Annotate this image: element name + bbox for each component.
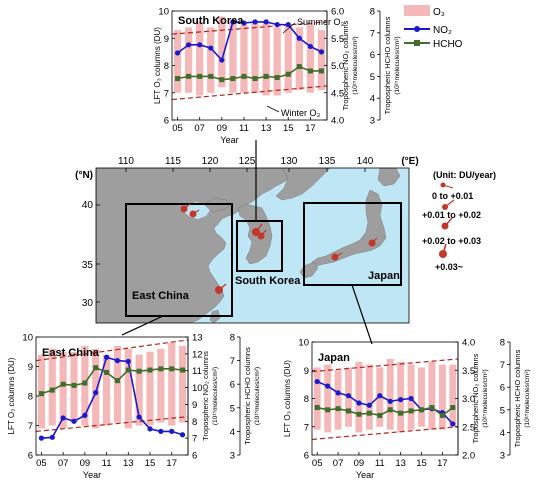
lon-tick: 135	[319, 156, 336, 167]
map-label-japan: Japan	[368, 270, 400, 282]
connector-lines	[121, 140, 373, 345]
map-lon-ticks: 110 115 120 125 130 135 140 (°E)	[118, 156, 419, 167]
trend-legend-item: +0.01 to +0.02	[422, 210, 481, 220]
map-frame	[95, 167, 410, 324]
china-landmass	[96, 168, 293, 323]
lon-tick: 140	[357, 156, 374, 167]
map-label-south-korea: South Korea	[235, 275, 301, 287]
lon-tick: 125	[239, 156, 256, 167]
trend-legend-item: +0.02 to +0.03	[422, 236, 481, 246]
japan-landmass	[311, 189, 387, 267]
lon-tick: 110	[118, 156, 134, 167]
trend-legend: (Unit: DU/year) 0 to +0.01 +0.01 to +0.0…	[422, 170, 496, 272]
lat-unit: (°N)	[75, 170, 93, 181]
map-lat-ticks: (°N) 40 35 30	[75, 170, 93, 309]
map-label-east-china: East China	[132, 290, 190, 302]
south-korea-region-box	[236, 220, 283, 272]
lon-tick: 120	[202, 156, 219, 167]
lon-tick: 130	[281, 156, 298, 167]
trend-legend-title: (Unit: DU/year)	[433, 170, 496, 180]
east-china-region-box	[125, 203, 233, 317]
lon-tick: 115	[165, 156, 181, 167]
trend-legend-item: 0 to +0.01	[432, 191, 473, 201]
lat-tick: 30	[82, 298, 94, 309]
lat-tick: 40	[82, 200, 94, 211]
lon-unit: (°E)	[401, 156, 418, 167]
map-site-markers	[180, 203, 378, 294]
trend-legend-item: +0.03~	[435, 262, 463, 272]
lat-tick: 35	[82, 260, 94, 271]
